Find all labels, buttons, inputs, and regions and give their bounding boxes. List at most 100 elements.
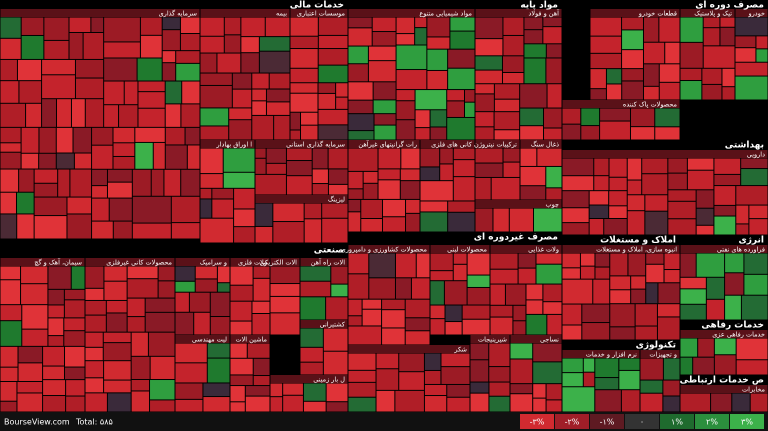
- stock-cell: [526, 284, 543, 300]
- stock-cell: [465, 102, 475, 117]
- stock-cell: [318, 109, 348, 125]
- stock-cell: [0, 214, 17, 239]
- stock-cell: [64, 300, 85, 318]
- stock-cell: [657, 304, 680, 317]
- stock-cell: [609, 158, 627, 177]
- stock-cell: [663, 396, 680, 412]
- stock-cell: [104, 105, 119, 127]
- stock-cell: [475, 94, 494, 112]
- stock-cell: [491, 177, 520, 200]
- stock-cell: [266, 89, 290, 102]
- stock-cell: [680, 338, 698, 357]
- group-title: ذغال سنگ: [531, 141, 559, 149]
- stock-cell: [415, 110, 430, 128]
- stock-cell: [640, 380, 663, 393]
- stock-cell: [582, 304, 610, 323]
- stock-cell: [85, 332, 103, 347]
- stock-cell: [595, 267, 610, 279]
- group-header: [290, 9, 348, 17]
- group-title: نساجی: [540, 336, 559, 344]
- stock-cell: [328, 184, 348, 195]
- stock-cell: [475, 70, 502, 84]
- stock-cell: [328, 148, 348, 169]
- stock-cell: [113, 221, 132, 239]
- group-title: ماشین الات: [235, 336, 267, 344]
- stock-cell: [230, 358, 253, 375]
- stock-cell: [547, 314, 562, 335]
- group-header: [0, 258, 85, 266]
- stock-cell: [131, 391, 150, 412]
- stock-cell: [92, 127, 113, 145]
- stock-cell: [200, 85, 232, 108]
- stock-cell: [604, 218, 627, 235]
- stock-cell: [489, 396, 510, 412]
- stock-cell: [444, 281, 467, 305]
- stock-cell: [714, 355, 736, 375]
- stock-cell: [631, 289, 646, 304]
- stock-cell: [453, 148, 475, 160]
- stock-cell: [266, 102, 290, 115]
- stock-cell: [646, 264, 664, 283]
- stock-cell: [151, 169, 164, 196]
- stock-cell: [187, 145, 200, 169]
- stock-cell: [646, 253, 664, 264]
- stock-cell: [286, 148, 312, 161]
- stock-cell: [43, 380, 66, 396]
- stock-cell: [490, 317, 513, 335]
- stock-cell: [420, 148, 440, 167]
- stock-cell: [270, 313, 300, 335]
- stock-cell: [83, 32, 104, 59]
- stock-cell: [74, 153, 92, 169]
- stock-cell: [406, 199, 420, 213]
- stock-cell: [65, 367, 85, 380]
- stock-cell: [16, 192, 34, 214]
- stock-cell: [43, 366, 65, 380]
- stock-cell: [162, 17, 180, 30]
- stock-cell: [253, 358, 270, 376]
- stock-cell: [424, 384, 447, 396]
- group-title: خدمات رفاهی عزی: [712, 331, 765, 339]
- stock-cell: [232, 73, 252, 89]
- legend-label: -۲%: [565, 418, 580, 427]
- stock-cell: [224, 35, 241, 53]
- stock-cell: [158, 281, 175, 298]
- stock-cell: [520, 166, 546, 186]
- stock-cell: [318, 125, 348, 140]
- stock-cell: [336, 97, 348, 109]
- stock-cell: [21, 153, 39, 169]
- stock-cell: [348, 274, 369, 299]
- stock-cell: [265, 17, 290, 37]
- stock-cell: [175, 281, 195, 292]
- stock-cell: [200, 148, 223, 174]
- stock-cell: [270, 266, 300, 284]
- stock-cell: [696, 253, 725, 277]
- industry-group: کانی های فلزی: [420, 140, 475, 232]
- stock-cell: [447, 90, 465, 101]
- stock-cell: [176, 63, 200, 81]
- stock-cell: [286, 176, 312, 195]
- stock-cell: [610, 327, 635, 340]
- stock-cell: [252, 73, 269, 89]
- stock-cell: [64, 331, 85, 346]
- stock-cell: [300, 362, 323, 375]
- stock-cell: [427, 70, 448, 90]
- stock-cell: [735, 62, 768, 76]
- stock-cell: [622, 17, 643, 30]
- stock-cell: [680, 289, 706, 304]
- stock-cell: [543, 27, 562, 44]
- group-title: انبوه سازی، املاک و مستغلات: [596, 246, 677, 254]
- stock-cell: [301, 125, 318, 140]
- stock-cell: [440, 148, 453, 164]
- stock-cell: [687, 170, 714, 190]
- stock-cell: [0, 143, 21, 152]
- stock-cell: [131, 332, 148, 356]
- stock-cell: [75, 78, 104, 99]
- stock-cell: [475, 208, 493, 232]
- stock-cell: [520, 108, 544, 126]
- stock-cell: [107, 169, 132, 182]
- stock-cell: [162, 30, 180, 51]
- stock-cell: [230, 266, 253, 285]
- stock-cell: [445, 322, 462, 335]
- stock-cell: [546, 188, 562, 200]
- stock-cell: [104, 281, 127, 300]
